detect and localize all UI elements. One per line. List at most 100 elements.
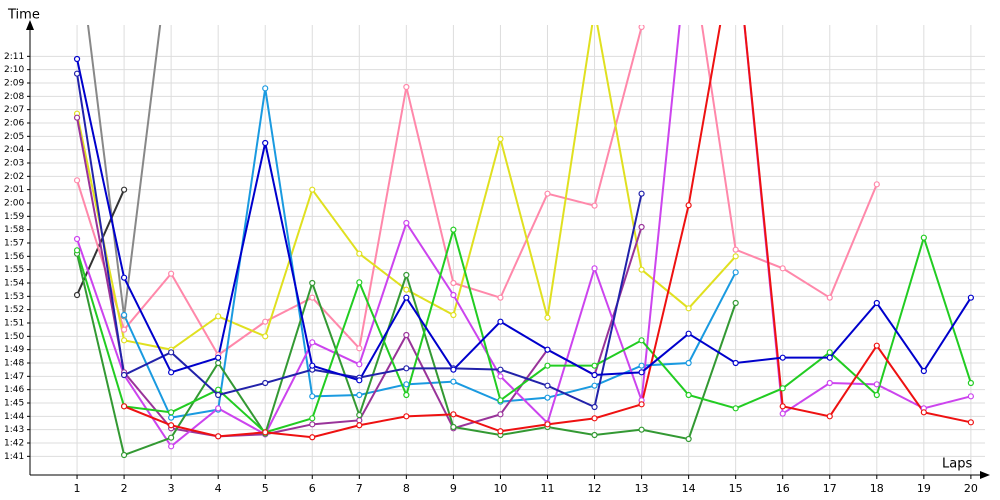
point (309, 393, 316, 400)
point (403, 83, 410, 91)
point (685, 391, 692, 399)
point (403, 294, 410, 301)
point (309, 421, 316, 428)
point (685, 330, 692, 337)
point (215, 313, 222, 320)
x-tick-label: 1 (74, 482, 81, 495)
point (732, 299, 739, 307)
point (309, 434, 316, 441)
y-tick-label: 2:02 (4, 172, 24, 182)
point (215, 386, 222, 393)
plot-area (73, 25, 974, 459)
x-tick-label: 5 (262, 482, 269, 495)
y-tick-label: 1:45 (4, 399, 24, 409)
point (497, 428, 504, 435)
point (73, 235, 81, 243)
x-arrow (980, 471, 990, 479)
x-tick-label: 8 (403, 482, 410, 495)
point (120, 326, 128, 333)
y-tick-label: 1:56 (4, 252, 24, 262)
point (544, 314, 551, 321)
x-tick-label: 14 (682, 482, 696, 495)
point (450, 423, 457, 431)
point (309, 294, 316, 301)
point (732, 253, 739, 260)
x-tick-label: 12 (588, 482, 602, 495)
point (779, 385, 786, 392)
point (450, 411, 457, 418)
point (262, 318, 269, 325)
point (403, 286, 410, 293)
point (544, 382, 551, 389)
point (873, 299, 880, 307)
point (591, 265, 598, 272)
point (732, 246, 739, 253)
point (120, 451, 128, 459)
point (356, 279, 363, 286)
y-tick-label: 1:50 (4, 332, 24, 342)
point (497, 366, 504, 373)
x-tick-label: 3 (168, 482, 175, 495)
point (168, 369, 175, 376)
point (356, 422, 363, 429)
point (309, 415, 316, 422)
x-tick-label: 17 (823, 482, 837, 495)
y-tick-label: 2:03 (4, 159, 24, 169)
point (967, 393, 974, 400)
point (497, 135, 504, 143)
point (638, 190, 645, 197)
point (638, 337, 645, 344)
point (356, 377, 363, 384)
point (685, 202, 692, 209)
point (826, 379, 833, 387)
point (215, 354, 222, 361)
y-tick-label: 1:49 (4, 345, 24, 355)
point (544, 346, 551, 353)
x-tick-label: 18 (870, 482, 884, 495)
point (356, 345, 363, 352)
point (873, 342, 880, 349)
point (215, 359, 222, 367)
point (779, 410, 786, 417)
point (450, 311, 457, 319)
point (120, 403, 128, 410)
point (967, 294, 974, 301)
y-tick-label: 1:43 (4, 425, 24, 435)
point (685, 435, 692, 443)
point (73, 247, 81, 254)
point (120, 371, 128, 379)
point (873, 181, 880, 188)
point (779, 265, 786, 272)
point (732, 405, 739, 412)
point (120, 337, 128, 344)
point (591, 362, 598, 369)
point (638, 362, 645, 369)
y-tick-label: 2:10 (4, 65, 24, 75)
point (591, 202, 598, 209)
point (544, 362, 551, 369)
point (544, 394, 551, 401)
y-tick-label: 2:01 (4, 185, 24, 195)
x-tick-label: 6 (309, 482, 316, 495)
point (120, 186, 128, 193)
point (920, 409, 927, 416)
point (168, 409, 175, 416)
point (873, 381, 880, 388)
y-tick-label: 1:59 (4, 212, 24, 222)
point (168, 414, 175, 421)
y-tick-label: 1:41 (4, 452, 24, 462)
point (215, 433, 222, 440)
y-tick-label: 1:54 (4, 279, 24, 289)
point (826, 354, 833, 361)
point (73, 70, 81, 77)
point (262, 333, 269, 340)
point (638, 369, 645, 376)
point (73, 55, 81, 63)
point (450, 279, 457, 287)
point (497, 397, 504, 404)
y-tick-label: 1:55 (4, 265, 24, 275)
point (262, 139, 269, 147)
y-tick-label: 1:52 (4, 305, 24, 315)
point (826, 349, 833, 356)
y-tick-label: 1:53 (4, 292, 24, 302)
